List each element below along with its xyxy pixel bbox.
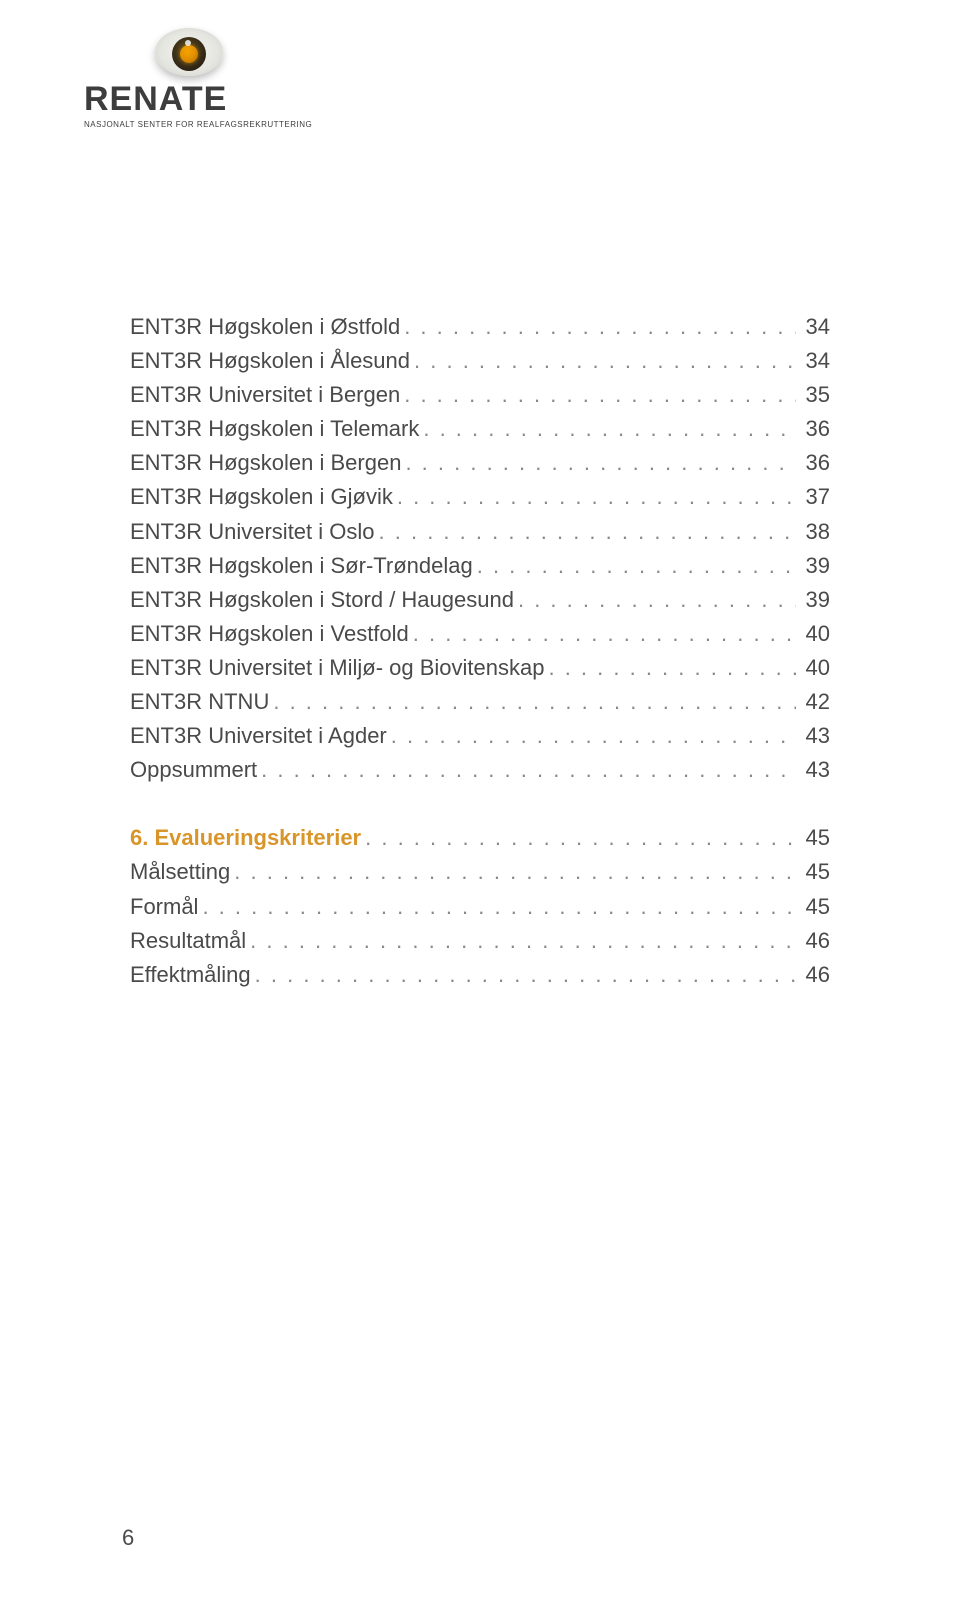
toc-entry-page: 45 bbox=[796, 890, 830, 924]
logo-wordmark: RENATE bbox=[84, 82, 294, 116]
toc-entry: ENT3R Høgskolen i Østfold . . . . . . . … bbox=[130, 310, 830, 344]
toc-entry-page: 42 bbox=[796, 685, 830, 719]
toc-entry: ENT3R Høgskolen i Vestfold . . . . . . .… bbox=[130, 617, 830, 651]
toc-entry-title: ENT3R Høgskolen i Telemark bbox=[130, 412, 419, 446]
toc-entry: ENT3R Høgskolen i Gjøvik . . . . . . . .… bbox=[130, 480, 830, 514]
toc-entry-title: Målsetting bbox=[130, 855, 230, 889]
toc-entry-title: ENT3R Høgskolen i Østfold bbox=[130, 310, 400, 344]
toc-entry-title: ENT3R Universitet i Oslo bbox=[130, 515, 375, 549]
toc-entry-page: 35 bbox=[796, 378, 830, 412]
toc-entry-page: 39 bbox=[796, 549, 830, 583]
logo-eye-icon bbox=[155, 28, 223, 76]
toc-entry-title: ENT3R Høgskolen i Stord / Haugesund bbox=[130, 583, 514, 617]
toc-entry-title: ENT3R Høgskolen i Vestfold bbox=[130, 617, 409, 651]
toc-entry-page: 37 bbox=[796, 480, 830, 514]
toc-entry: ENT3R NTNU . . . . . . . . . . . . . . .… bbox=[130, 685, 830, 719]
toc-entry-title: ENT3R NTNU bbox=[130, 685, 269, 719]
toc-entry: Resultatmål . . . . . . . . . . . . . . … bbox=[130, 924, 830, 958]
toc-entry-title: ENT3R Høgskolen i Ålesund bbox=[130, 344, 410, 378]
toc-entry: ENT3R Høgskolen i Bergen . . . . . . . .… bbox=[130, 446, 830, 480]
toc-entry-page: 34 bbox=[796, 344, 830, 378]
toc-entry: Oppsummert . . . . . . . . . . . . . . .… bbox=[130, 753, 830, 787]
toc-leader-dots: . . . . . . . . . . . . . . . . . . . . … bbox=[246, 924, 796, 958]
toc-leader-dots: . . . . . . . . . . . . . . . . . . . . … bbox=[375, 515, 796, 549]
toc-leader-dots: . . . . . . . . . . . . . . . . . . . . … bbox=[230, 855, 796, 889]
toc-entry-title: ENT3R Høgskolen i Sør-Trøndelag bbox=[130, 549, 473, 583]
toc-leader-dots: . . . . . . . . . . . . . . . . . . . . … bbox=[401, 446, 796, 480]
toc-entry: ENT3R Universitet i Miljø- og Biovitensk… bbox=[130, 651, 830, 685]
toc-entry-title: Effektmåling bbox=[130, 958, 251, 992]
toc-entry-page: 46 bbox=[796, 924, 830, 958]
toc-entry-title: ENT3R Høgskolen i Bergen bbox=[130, 446, 401, 480]
toc-leader-dots: . . . . . . . . . . . . . . . . . . . . … bbox=[410, 344, 796, 378]
toc-entry-title: 6. Evalueringskriterier bbox=[130, 821, 361, 855]
toc-entry: ENT3R Universitet i Oslo . . . . . . . .… bbox=[130, 515, 830, 549]
logo: RENATE NASJONALT SENTER FOR REALFAGSREKR… bbox=[84, 28, 294, 129]
toc-entry: ENT3R Høgskolen i Stord / Haugesund . . … bbox=[130, 583, 830, 617]
logo-subtitle: NASJONALT SENTER FOR REALFAGSREKRUTTERIN… bbox=[84, 120, 294, 129]
toc-leader-dots: . . . . . . . . . . . . . . . . . . . . … bbox=[393, 480, 796, 514]
toc-entry-page: 46 bbox=[796, 958, 830, 992]
toc-leader-dots: . . . . . . . . . . . . . . . . . . . . … bbox=[387, 719, 796, 753]
toc-entry-page: 36 bbox=[796, 446, 830, 480]
toc-entry-page: 40 bbox=[796, 651, 830, 685]
toc-entry-page: 45 bbox=[796, 821, 830, 855]
toc-leader-dots: . . . . . . . . . . . . . . . . . . . . … bbox=[473, 549, 796, 583]
toc-entry-title: ENT3R Universitet i Miljø- og Biovitensk… bbox=[130, 651, 544, 685]
toc-entry-page: 39 bbox=[796, 583, 830, 617]
toc-leader-dots: . . . . . . . . . . . . . . . . . . . . … bbox=[198, 890, 796, 924]
toc-leader-dots: . . . . . . . . . . . . . . . . . . . . … bbox=[544, 651, 796, 685]
toc-leader-dots: . . . . . . . . . . . . . . . . . . . . … bbox=[251, 958, 796, 992]
toc-entry-page: 38 bbox=[796, 515, 830, 549]
toc-entry: Målsetting . . . . . . . . . . . . . . .… bbox=[130, 855, 830, 889]
toc-leader-dots: . . . . . . . . . . . . . . . . . . . . … bbox=[400, 310, 796, 344]
toc-spacer bbox=[130, 787, 830, 821]
toc-entry: ENT3R Høgskolen i Sør-Trøndelag . . . . … bbox=[130, 549, 830, 583]
table-of-contents: ENT3R Høgskolen i Østfold . . . . . . . … bbox=[130, 310, 830, 992]
toc-entry-title: ENT3R Universitet i Bergen bbox=[130, 378, 400, 412]
toc-entry-title: Oppsummert bbox=[130, 753, 257, 787]
toc-entry-page: 43 bbox=[796, 753, 830, 787]
toc-entry-page: 36 bbox=[796, 412, 830, 446]
toc-leader-dots: . . . . . . . . . . . . . . . . . . . . … bbox=[514, 583, 796, 617]
toc-leader-dots: . . . . . . . . . . . . . . . . . . . . … bbox=[269, 685, 796, 719]
toc-entry-page: 43 bbox=[796, 719, 830, 753]
toc-entry: Effektmåling . . . . . . . . . . . . . .… bbox=[130, 958, 830, 992]
toc-entry: ENT3R Høgskolen i Telemark . . . . . . .… bbox=[130, 412, 830, 446]
toc-entry-page: 40 bbox=[796, 617, 830, 651]
toc-leader-dots: . . . . . . . . . . . . . . . . . . . . … bbox=[409, 617, 796, 651]
toc-entry-title: ENT3R Universitet i Agder bbox=[130, 719, 387, 753]
toc-entry: ENT3R Universitet i Agder . . . . . . . … bbox=[130, 719, 830, 753]
toc-entry-title: Formål bbox=[130, 890, 198, 924]
toc-entry-title: Resultatmål bbox=[130, 924, 246, 958]
toc-entry: ENT3R Høgskolen i Ålesund . . . . . . . … bbox=[130, 344, 830, 378]
toc-leader-dots: . . . . . . . . . . . . . . . . . . . . … bbox=[400, 378, 796, 412]
toc-entry: 6. Evalueringskriterier . . . . . . . . … bbox=[130, 821, 830, 855]
toc-entry-title: ENT3R Høgskolen i Gjøvik bbox=[130, 480, 393, 514]
toc-leader-dots: . . . . . . . . . . . . . . . . . . . . … bbox=[257, 753, 796, 787]
toc-entry: ENT3R Universitet i Bergen . . . . . . .… bbox=[130, 378, 830, 412]
toc-leader-dots: . . . . . . . . . . . . . . . . . . . . … bbox=[361, 821, 796, 855]
page-number: 6 bbox=[122, 1525, 134, 1551]
toc-leader-dots: . . . . . . . . . . . . . . . . . . . . … bbox=[419, 412, 796, 446]
toc-entry-page: 34 bbox=[796, 310, 830, 344]
toc-entry: Formål . . . . . . . . . . . . . . . . .… bbox=[130, 890, 830, 924]
toc-entry-page: 45 bbox=[796, 855, 830, 889]
